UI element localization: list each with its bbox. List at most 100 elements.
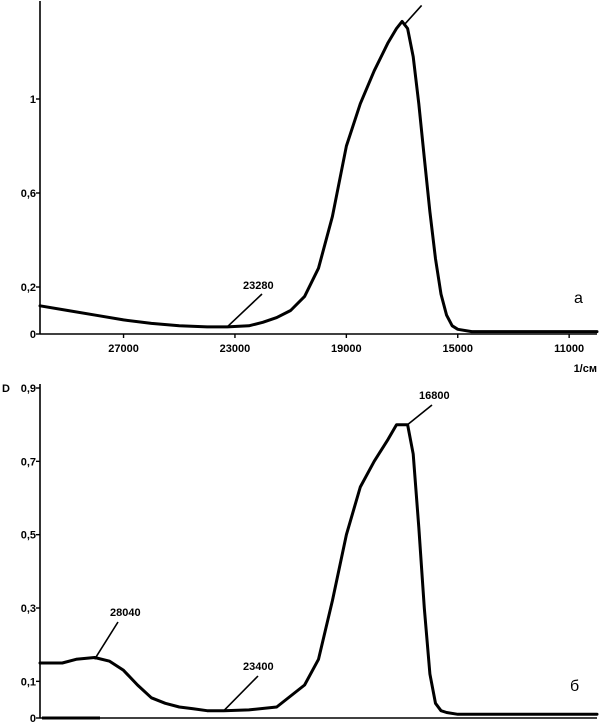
curve-point [373, 70, 376, 72]
y-tick-label: 0 [30, 329, 36, 341]
curve-point [406, 27, 409, 30]
curve-point [317, 267, 320, 270]
curve-point [395, 423, 398, 426]
curve-point [345, 145, 348, 147]
curve-point [512, 713, 515, 716]
curve-point [457, 713, 459, 716]
curve-point [540, 713, 543, 716]
curve-point [359, 486, 362, 488]
chart-a: 0 0,2 0,6 1 27000 23000 19000 15000 11000 1/см 232… [21, 1, 599, 375]
curve-point [418, 526, 420, 529]
annotation-leader [223, 675, 259, 712]
curve-point [423, 607, 426, 609]
curve-point [401, 20, 403, 23]
curve-point [345, 533, 348, 536]
x-tick-label: 11000 [554, 343, 584, 355]
x-axis-label: 1/см [574, 363, 597, 375]
curve-point [434, 258, 437, 260]
y-tick-label: 0 [30, 713, 36, 725]
curve-point [61, 662, 64, 664]
curve-point [178, 706, 181, 708]
peak-overflow-line [403, 4, 423, 26]
y-tick-label: 0,2 [21, 282, 36, 294]
y-tick-label: 0,9 [21, 383, 36, 395]
curve-point [423, 157, 426, 159]
y-tick-label: 0,5 [21, 530, 36, 542]
curve-point [451, 325, 454, 327]
curve-point [470, 330, 473, 333]
annotation-leader [226, 293, 263, 328]
curve-point [303, 295, 306, 298]
y-tick-label: 0,7 [21, 456, 36, 468]
curve-point [67, 309, 69, 312]
spectrum-curve [38, 19, 599, 334]
curve-point [150, 697, 153, 699]
curve-point [412, 55, 415, 58]
annotation-label: 28040 [110, 607, 141, 619]
curve-point [75, 658, 77, 661]
y-tick-label: 0,1 [21, 676, 36, 688]
curve-point [418, 102, 420, 105]
curve-point [192, 708, 194, 710]
curve-point [484, 330, 487, 333]
curve-point [136, 684, 139, 686]
curve-point [512, 330, 515, 333]
curve-point [540, 330, 543, 333]
curve-point [387, 438, 389, 441]
annotation-label: 16800 [419, 390, 450, 402]
chart-b: 0 0,1 0,3 0,5 0,7 0,9 D 28040 23400 16800 б [2, 383, 599, 725]
y-tick-label: 0,3 [21, 603, 36, 615]
annotation-label: 23280 [243, 280, 274, 292]
x-tick-label: 23000 [220, 343, 251, 355]
curve-point [429, 673, 431, 675]
curve-point [178, 325, 181, 327]
curve-point [395, 27, 398, 30]
curve-point [440, 293, 442, 295]
annotation-label: 23400 [243, 661, 274, 673]
curve-point [289, 309, 292, 312]
curve-point [568, 713, 570, 716]
curve-point [122, 669, 125, 672]
curve-point [122, 319, 125, 321]
curve-point [275, 316, 278, 319]
curve-point [303, 684, 306, 686]
y-tick-label: 1 [30, 94, 36, 106]
curve-point [317, 658, 320, 661]
curve-point [457, 328, 459, 331]
curve-point [150, 322, 153, 325]
curve-point [429, 211, 431, 213]
curve-point [331, 215, 334, 218]
annotation-leader [93, 621, 119, 660]
annotation-leader [407, 404, 433, 426]
curve-point [373, 460, 376, 463]
curve-point [275, 706, 278, 708]
curve-point [359, 102, 362, 105]
curve-point [164, 702, 167, 705]
curve-point [206, 709, 208, 712]
curve-point [596, 330, 598, 333]
curve-point [484, 713, 487, 716]
x-tick-label: 19000 [331, 343, 362, 355]
y-axis-label: D [2, 383, 10, 395]
curve-point [262, 321, 264, 324]
y-tick-label: 0,6 [21, 188, 36, 200]
curve-point [206, 326, 208, 328]
x-tick-label: 27000 [108, 343, 139, 355]
curve-point [39, 662, 41, 664]
panel-label: а [574, 290, 583, 307]
curve-point [248, 709, 250, 711]
curve-point [331, 599, 334, 602]
curve-point [248, 325, 250, 327]
curve-point [39, 305, 41, 307]
curve-point [445, 711, 448, 714]
curve-point [412, 453, 415, 455]
x-tick-label: 15000 [442, 343, 473, 355]
curve-point [108, 660, 111, 662]
curve-point [445, 314, 448, 317]
curve-point [94, 314, 97, 317]
curve-point [387, 41, 389, 44]
curve-point [440, 709, 442, 712]
curve-point [568, 330, 570, 333]
spectrum-curve [38, 423, 599, 716]
curve-point [596, 713, 598, 716]
